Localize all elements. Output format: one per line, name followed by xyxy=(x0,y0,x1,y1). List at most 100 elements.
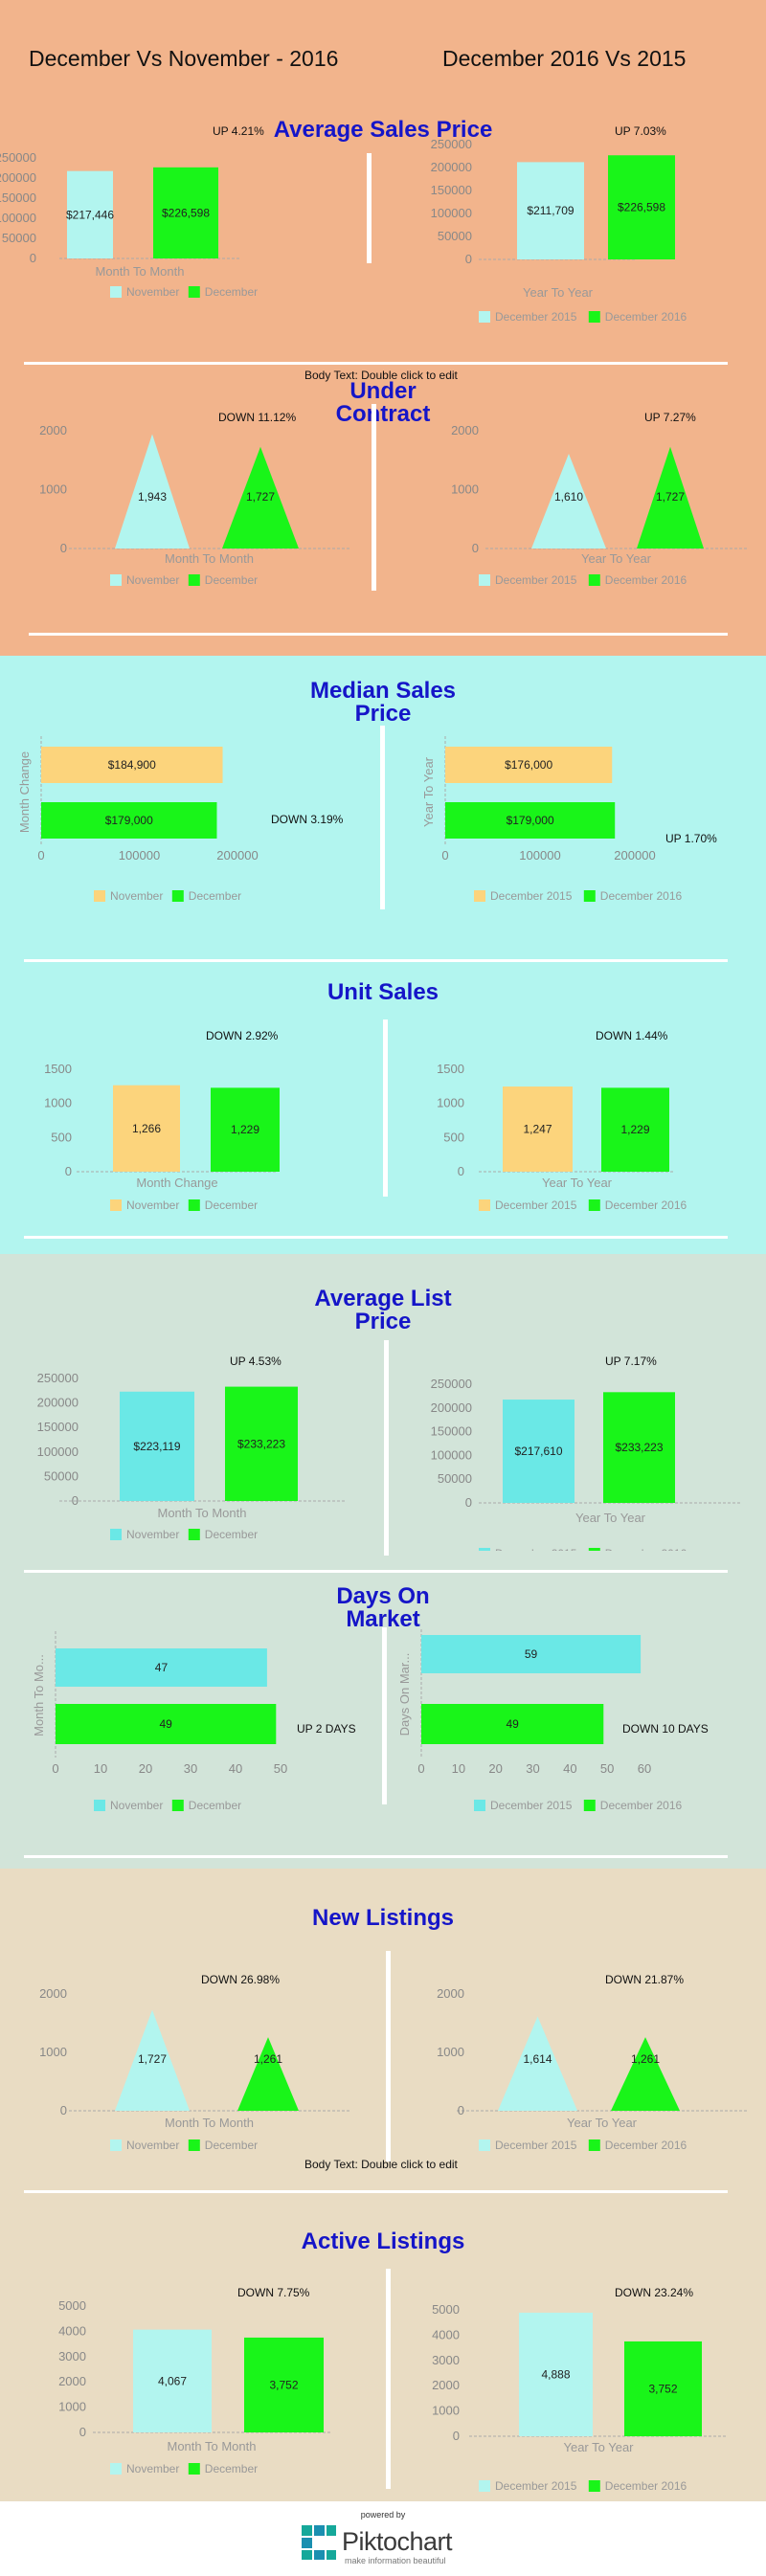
bar xyxy=(503,1400,574,1503)
x-tick-label: 0 xyxy=(52,1761,58,1776)
bar xyxy=(445,747,613,783)
legend-label: November xyxy=(126,2462,179,2475)
y-tick-label: 200000 xyxy=(0,170,36,185)
triangle-mark xyxy=(637,446,704,549)
legend-swatch xyxy=(110,1529,122,1540)
data-label: $217,610 xyxy=(514,1445,562,1458)
y-tick-label: 0 xyxy=(465,252,472,266)
chart-avg-list-month: 0 50000 100000 150000 200000 250000 $223,119 $2… xyxy=(37,1355,345,1541)
y-tick-label: 250000 xyxy=(0,150,36,165)
section-divider xyxy=(24,1570,728,1573)
change-annotation: DOWN 2.92% xyxy=(206,1029,279,1042)
change-annotation: UP 4.53% xyxy=(230,1355,282,1368)
x-axis-label: Month To Month xyxy=(168,2439,257,2453)
x-axis-label: Month To Month xyxy=(165,551,254,566)
body-text-placeholder[interactable]: Body Text: Double click to edit xyxy=(304,2158,458,2171)
y-tick-label: 150000 xyxy=(431,183,472,197)
data-label: 47 xyxy=(155,1661,169,1674)
y-axis-label: Days On Mar... xyxy=(397,1653,412,1736)
legend-label: December xyxy=(205,2462,258,2475)
x-tick-label: 30 xyxy=(184,1761,197,1776)
chart-new-listings-month: 0 1000 2000 1,727 1,261 Month To Month DOWN 26… xyxy=(39,1973,349,2152)
y-tick-label: 5000 xyxy=(58,2298,86,2313)
body-text-placeholder[interactable]: Body Text: Double click to edit xyxy=(304,369,458,382)
y-tick-label: 150000 xyxy=(0,190,36,205)
legend-label: December 2015 xyxy=(490,1799,573,1812)
y-tick-label: 0 xyxy=(60,2103,67,2117)
y-tick-label: 0 xyxy=(458,1164,464,1178)
column-divider xyxy=(383,1019,388,1197)
y-tick-label: 200000 xyxy=(431,1400,472,1415)
legend-swatch xyxy=(188,286,200,298)
change-annotation: UP 7.17% xyxy=(605,1355,657,1368)
section-divider xyxy=(29,633,728,636)
legend-swatch xyxy=(188,574,200,586)
chart-avg-list-year: 0 50000 100000 150000 200000 250000 $217,610 $2… xyxy=(431,1355,742,1551)
data-label: 1,229 xyxy=(231,1123,259,1136)
change-annotation: DOWN 11.12% xyxy=(218,411,296,424)
y-tick-label: 0 xyxy=(79,2425,86,2439)
data-label: 4,067 xyxy=(158,2374,187,2387)
piktochart-logo[interactable]: powered by Piktochart make information b… xyxy=(287,2510,479,2567)
x-axis-label: Month Change xyxy=(136,1176,217,1190)
y-tick-label: 250000 xyxy=(37,1371,79,1385)
footer-band xyxy=(0,2501,766,2576)
y-tick-label: 2000 xyxy=(58,2374,86,2388)
y-tick-label: 100000 xyxy=(431,1447,472,1462)
legend-swatch xyxy=(479,311,490,323)
data-label: 1,943 xyxy=(138,490,167,504)
y-tick-label: 0 xyxy=(30,251,36,265)
piktochart-logo-icon xyxy=(302,2525,336,2560)
change-annotation: UP 1.70% xyxy=(665,832,717,845)
legend-swatch xyxy=(188,2463,200,2475)
x-tick-label: 0 xyxy=(441,848,448,862)
y-tick-label: 1000 xyxy=(437,1096,464,1110)
brand-name: Piktochart xyxy=(342,2527,453,2556)
legend-label: December xyxy=(205,573,258,587)
legend-swatch xyxy=(188,1199,200,1211)
legend-label: November xyxy=(126,1528,179,1541)
y-tick-label: 0 xyxy=(458,2103,464,2117)
title-active-listings: Active Listings xyxy=(301,2229,465,2254)
x-tick-label: 10 xyxy=(452,1761,465,1776)
x-tick-label: 0 xyxy=(417,1761,424,1776)
y-tick-label: 1000 xyxy=(437,2045,464,2059)
column-divider xyxy=(382,1627,387,1804)
data-label: $226,598 xyxy=(618,201,665,214)
y-tick-label: 500 xyxy=(443,1130,464,1144)
change-annotation: UP 7.27% xyxy=(644,411,696,424)
y-axis-label: Month To Mo... xyxy=(32,1654,46,1736)
y-tick-label: 4000 xyxy=(432,2327,460,2341)
y-tick-label: 5000 xyxy=(432,2302,460,2317)
legend-label: November xyxy=(110,889,163,903)
y-tick-label: 100000 xyxy=(431,206,472,220)
y-tick-label: 1000 xyxy=(39,2045,67,2059)
data-label: 1,261 xyxy=(631,2052,660,2066)
legend-swatch xyxy=(588,2139,600,2151)
triangle-mark xyxy=(611,2037,680,2111)
title-days-on-market: Days On Market xyxy=(336,1583,430,1632)
data-label: 1,614 xyxy=(523,2052,552,2066)
x-axis-label: Year To Year xyxy=(523,285,594,300)
column-divider xyxy=(380,726,385,909)
y-tick-label: 500 xyxy=(51,1130,72,1144)
change-annotation: DOWN 23.24% xyxy=(615,2286,693,2299)
data-label: $226,598 xyxy=(162,206,210,219)
x-tick-label: 20 xyxy=(488,1761,502,1776)
x-axis-label: Year To Year xyxy=(575,1511,646,1525)
x-tick-label: 0 xyxy=(37,848,44,862)
chart-under-contract-year: 0 1000 2000 1,610 1,727 Year To Year UP 7.27% D… xyxy=(451,411,747,587)
chart-median-sales-year: 0 100000 200000 $176,000 $179,000 Year To Yea… xyxy=(421,736,717,903)
powered-by-text: powered by xyxy=(360,2510,406,2520)
change-annotation: UP 2 DAYS xyxy=(297,1722,356,1736)
data-label: 1,727 xyxy=(138,2052,167,2066)
legend-label: November xyxy=(126,573,179,587)
x-tick-label: 50 xyxy=(274,1761,287,1776)
x-tick-label: 200000 xyxy=(216,848,258,862)
data-label: 3,752 xyxy=(648,2382,677,2395)
y-tick-label: 200000 xyxy=(431,160,472,174)
column-divider xyxy=(386,2269,391,2489)
legend-label: December 2015 xyxy=(490,889,573,903)
y-tick-label: 200000 xyxy=(37,1396,79,1410)
x-tick-label: 100000 xyxy=(519,848,560,862)
